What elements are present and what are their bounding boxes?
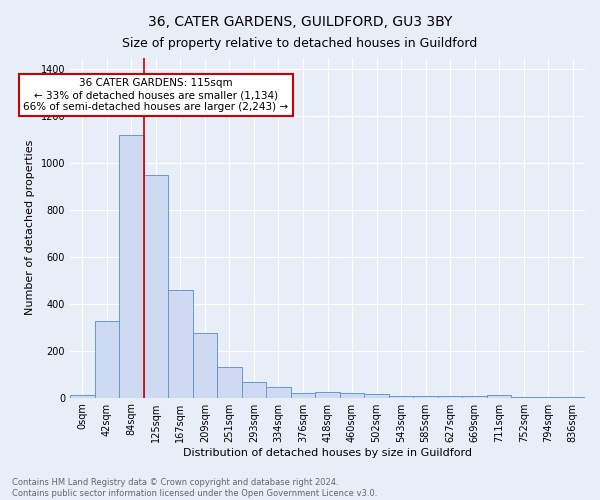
Bar: [364, 394, 389, 398]
Text: 36 CATER GARDENS: 115sqm
← 33% of detached houses are smaller (1,134)
66% of sem: 36 CATER GARDENS: 115sqm ← 33% of detach…: [23, 78, 289, 112]
Bar: [463, 396, 487, 398]
Bar: [340, 393, 364, 398]
Text: Size of property relative to detached houses in Guildford: Size of property relative to detached ho…: [122, 38, 478, 51]
Bar: [119, 135, 143, 398]
Bar: [291, 393, 315, 398]
Bar: [217, 367, 242, 398]
Y-axis label: Number of detached properties: Number of detached properties: [25, 140, 35, 315]
Bar: [266, 387, 291, 398]
X-axis label: Distribution of detached houses by size in Guildford: Distribution of detached houses by size …: [183, 448, 472, 458]
Bar: [143, 175, 168, 398]
Bar: [315, 392, 340, 398]
Bar: [168, 290, 193, 398]
Bar: [242, 382, 266, 398]
Bar: [193, 333, 217, 398]
Text: Contains HM Land Registry data © Crown copyright and database right 2024.
Contai: Contains HM Land Registry data © Crown c…: [12, 478, 377, 498]
Bar: [487, 394, 511, 398]
Text: 36, CATER GARDENS, GUILDFORD, GU3 3BY: 36, CATER GARDENS, GUILDFORD, GU3 3BY: [148, 15, 452, 29]
Bar: [95, 322, 119, 398]
Bar: [413, 396, 438, 398]
Bar: [438, 396, 463, 398]
Bar: [389, 396, 413, 398]
Bar: [70, 395, 95, 398]
